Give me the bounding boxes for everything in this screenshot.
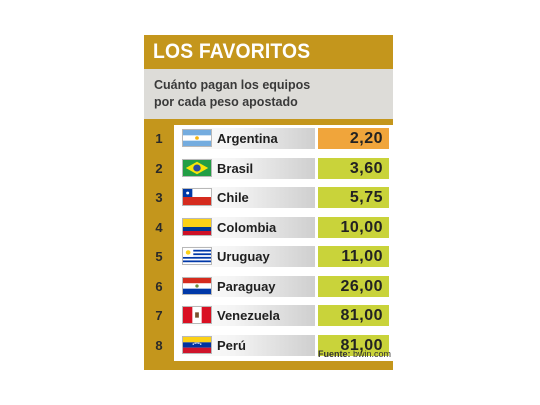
rank-number: 8: [155, 337, 163, 353]
paraguay-flag-icon: [182, 276, 212, 295]
subtitle-line-2: por cada peso apostado: [154, 95, 298, 109]
peru-flag-icon: [182, 306, 212, 324]
table-row: 4 Colombia 10,00: [155, 214, 393, 241]
country-bar: [179, 157, 315, 179]
country-name: Chile: [217, 190, 249, 205]
table-row: 8 Perú 81,00: [155, 332, 393, 359]
odds-value: 10,00: [318, 216, 389, 238]
source-value: bwin.com: [352, 349, 391, 359]
brazil-flag-icon: [182, 158, 212, 177]
country-bar: [179, 334, 315, 356]
table-row: 3 Chile 5,75: [155, 184, 393, 211]
uruguay-flag-icon: [182, 247, 212, 265]
favorites-card: LOS FAVORITOS Cuánto pagan los equipos p…: [144, 35, 393, 370]
subtitle-panel: Cuánto pagan los equipos por cada peso a…: [144, 69, 393, 119]
rank-number: 5: [155, 249, 163, 264]
source-note: Fuente: bwin.com: [318, 349, 391, 359]
country-name: Argentina: [217, 131, 278, 146]
subtitle-line-1: Cuánto pagan los equipos: [154, 78, 311, 92]
chile-flag-icon: [182, 188, 212, 206]
rank-number: 7: [155, 308, 163, 323]
country-name: Colombia: [217, 219, 277, 235]
country-name: Paraguay: [217, 278, 276, 294]
table-row: 7 Venezuela 81,00: [155, 302, 393, 329]
country-bar: [179, 128, 315, 149]
ranking-table: 1 Argentina 2,20 2 Brasil 3,60 3 Chile 5: [155, 125, 393, 361]
rank-column: [144, 125, 174, 361]
bottom-bar: [144, 361, 393, 370]
table-row: 1 Argentina 2,20: [155, 125, 393, 152]
venezuela-flag-icon: [182, 335, 212, 354]
odds-value: 3,60: [318, 157, 389, 179]
odds-value: 81,00: [318, 334, 389, 356]
table-row: 5 Uruguay 11,00: [155, 243, 393, 270]
table-row: 2 Brasil 3,60: [155, 155, 393, 182]
odds-value: 81,00: [318, 305, 389, 326]
divider-strip: [144, 119, 393, 125]
argentina-flag-icon: [182, 129, 212, 147]
country-name: Brasil: [217, 160, 254, 176]
country-bar: [179, 305, 315, 326]
odds-value: 5,75: [318, 187, 389, 208]
source-label: Fuente:: [317, 349, 351, 359]
table-row: 6 Paraguay 26,00: [155, 273, 393, 300]
odds-value: 11,00: [318, 246, 389, 267]
country-name: Uruguay: [217, 249, 270, 264]
country-bar: [179, 187, 315, 208]
country-bar: [179, 246, 315, 267]
country-name: Venezuela: [217, 308, 280, 323]
colombia-flag-icon: [182, 217, 212, 236]
rank-number: 6: [155, 278, 163, 294]
rank-number: 3: [155, 190, 163, 205]
country-bar: [179, 216, 315, 238]
header: LOS FAVORITOS: [144, 35, 393, 69]
rank-number: 1: [155, 131, 163, 146]
rank-number: 4: [155, 219, 163, 235]
country-bar: [179, 275, 315, 297]
odds-value: 26,00: [318, 275, 389, 297]
country-name: Perú: [217, 337, 246, 353]
page-title: LOS FAVORITOS: [153, 40, 311, 63]
odds-value: 2,20: [318, 128, 389, 149]
rank-number: 2: [155, 160, 163, 176]
